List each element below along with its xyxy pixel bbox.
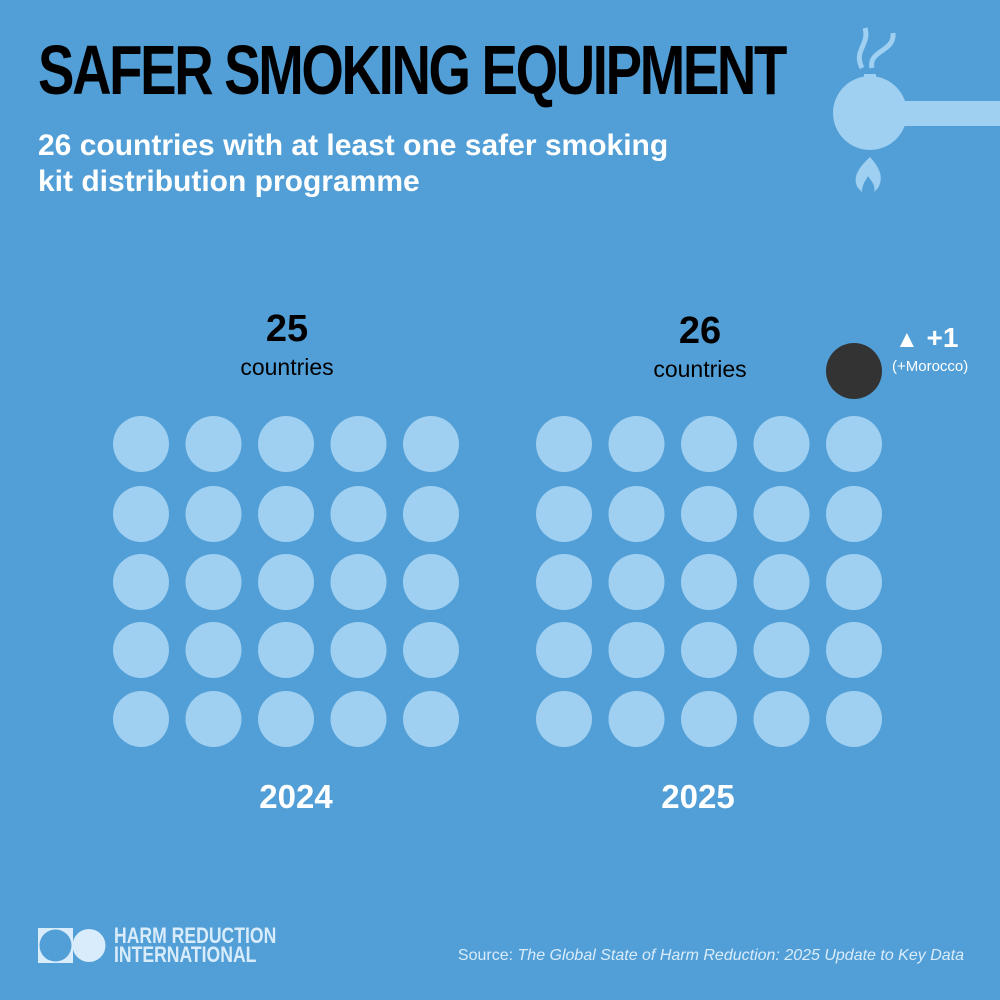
country-dot-2025 (681, 622, 737, 678)
country-dot-2024 (185, 554, 242, 610)
country-dot-2025 (681, 486, 737, 542)
country-dot-2025 (826, 622, 882, 678)
country-dot-2024 (185, 622, 242, 678)
country-dot-2025 (681, 416, 737, 472)
country-dot-2024 (258, 554, 314, 610)
country-dot-2025 (681, 554, 737, 610)
year-2025: 2025 (661, 778, 735, 815)
country-dot-2024 (258, 486, 314, 542)
country-dot-2024 (258, 691, 314, 747)
value-2024: 25 (265, 308, 309, 350)
country-dot-2024 (113, 416, 169, 472)
country-dot-2025 (608, 416, 665, 472)
country-dot-2025 (753, 622, 810, 678)
year-2024: 2024 (259, 778, 333, 815)
country-dot-2024 (330, 691, 387, 747)
hri-logo (38, 928, 106, 963)
unit-2024: countries (240, 354, 334, 380)
up-triangle-icon: ▲ (895, 326, 919, 353)
change-note: (+Morocco) (892, 358, 969, 375)
country-dot-2025 (536, 486, 592, 542)
country-dot-2024 (403, 691, 459, 747)
country-dot-2024 (403, 486, 459, 542)
country-dot-2024 (185, 691, 242, 747)
country-dot-2025 (536, 416, 592, 472)
country-dot-2025 (608, 486, 665, 542)
country-dot-2024 (330, 486, 387, 542)
value-2025: 26 (678, 310, 722, 352)
country-dot-2025 (608, 554, 665, 610)
source-note: Source: The Global State of Harm Reducti… (457, 947, 964, 964)
pipe-with-flame-icon (833, 27, 1000, 192)
country-dot-2025 (753, 486, 810, 542)
country-dot-2025 (753, 691, 810, 747)
country-dot-2024 (113, 554, 169, 610)
country-dot-2024 (185, 416, 242, 472)
country-dot-2024 (330, 416, 387, 472)
country-dot-2025 (681, 691, 737, 747)
change-label: ▲ +1 (895, 322, 959, 353)
country-dot-2025 (826, 691, 882, 747)
country-dot-2025 (753, 416, 810, 472)
country-dot-2024 (403, 416, 459, 472)
country-dot-2025 (608, 691, 665, 747)
country-dot-2025 (608, 622, 665, 678)
country-dot-2024 (113, 691, 169, 747)
country-dot-2024 (113, 622, 169, 678)
page-subtitle: 26 countries with at least one safer smo… (38, 129, 669, 198)
country-dot-2024 (113, 486, 169, 542)
new-country-dot-2025 (826, 343, 882, 399)
org-name: HARM REDUCTION INTERNATIONAL (114, 923, 277, 967)
country-dot-2025 (536, 554, 592, 610)
country-dot-2024 (258, 622, 314, 678)
country-dot-2025 (536, 691, 592, 747)
country-dot-2024 (185, 486, 242, 542)
country-dot-2025 (826, 486, 882, 542)
country-dot-2025 (753, 554, 810, 610)
country-dot-2025 (826, 554, 882, 610)
country-dot-2024 (258, 416, 314, 472)
country-dot-2024 (330, 554, 387, 610)
page-title: SAFER SMOKING EQUIPMENT (38, 31, 787, 109)
country-dot-2024 (403, 622, 459, 678)
country-dot-2025 (826, 416, 882, 472)
country-dot-2024 (403, 554, 459, 610)
country-dot-2024 (330, 622, 387, 678)
unit-2025: countries (653, 356, 747, 382)
country-dot-2025 (536, 622, 592, 678)
